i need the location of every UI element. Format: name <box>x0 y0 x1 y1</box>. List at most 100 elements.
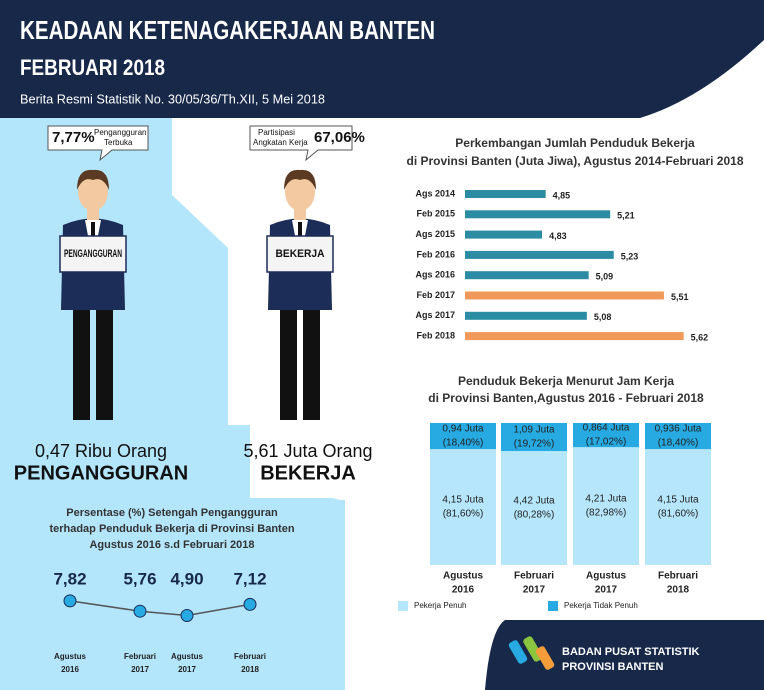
data-label: (81,60%) <box>443 509 484 520</box>
data-label: (81,60%) <box>658 509 699 520</box>
count-label: 0,864 Juta <box>583 423 630 434</box>
legend-swatch <box>398 601 408 611</box>
bar-segment <box>430 449 496 565</box>
chart-title: Persentase (%) Setengah Pengangguran <box>66 507 278 519</box>
chart-title: di Provinsi Banten,Agustus 2016 - Februa… <box>428 391 704 405</box>
point <box>63 594 77 608</box>
x-tick-label: Februari <box>514 571 554 582</box>
leg <box>73 300 90 420</box>
x-tick-label: 2017 <box>595 585 618 596</box>
chart-title: di Provinsi Banten (Juta Jiwa), Agustus … <box>407 154 744 168</box>
bar <box>465 271 589 280</box>
page-title: KEADAAN KETENAGAKERJAAN BANTEN <box>20 15 435 45</box>
data-label: 7,12 <box>233 569 266 588</box>
bar <box>465 311 587 320</box>
legend-label: Pekerja Penuh <box>414 601 466 610</box>
data-label: 5,21 <box>617 211 635 221</box>
data-label: (80,28%) <box>514 510 555 521</box>
count-label: 4,15 Juta <box>442 495 484 506</box>
bubble-label: Partisipasi <box>258 128 295 137</box>
data-label: 4,90 <box>170 569 203 588</box>
x-tick-label: Februari <box>124 652 156 661</box>
data-label: 5,62 <box>691 332 709 342</box>
bubble-value: 7,77% <box>52 129 95 146</box>
x-tick-label: Agustus <box>443 571 483 582</box>
data-label: 5,76 <box>123 569 156 588</box>
y-tick-label: Ags 2016 <box>415 270 455 280</box>
bar-segment <box>430 423 496 450</box>
bar-segment <box>645 449 711 565</box>
point <box>133 604 147 618</box>
data-label: 5,09 <box>596 272 614 282</box>
count-label: 4,15 Juta <box>657 495 699 506</box>
logo-part <box>508 640 528 664</box>
point <box>243 597 257 611</box>
amount: 5,61 Juta Orang <box>243 441 372 461</box>
data-label: 5,51 <box>671 292 689 302</box>
x-tick-label: 2018 <box>241 665 259 674</box>
y-tick-label: Ags 2017 <box>415 310 455 320</box>
data-label: 4,83 <box>549 231 567 241</box>
amount: 0,47 Ribu Orang <box>35 441 167 461</box>
bubble-value: 67,06% <box>314 129 365 146</box>
bubble-label: Terbuka <box>104 138 133 147</box>
leg <box>280 300 297 420</box>
data-label: (18,40%) <box>658 438 699 449</box>
data-label: (17,02%) <box>586 437 627 448</box>
data-label: 4,85 <box>553 190 571 200</box>
bubble-shape <box>249 125 353 162</box>
x-tick-label: 2016 <box>61 665 79 674</box>
hair <box>77 169 109 190</box>
data-label: (82,98%) <box>586 508 627 519</box>
count-label: 0,936 Juta <box>655 424 702 435</box>
data-label: 5,23 <box>621 251 639 261</box>
x-tick-label: Agustus <box>54 652 87 661</box>
data-label: (18,40%) <box>443 438 484 449</box>
bubble-label: Pengangguran <box>94 128 147 137</box>
caption: PENGANGGURAN <box>14 462 188 484</box>
bar <box>465 291 664 300</box>
x-tick-label: 2016 <box>452 585 475 596</box>
data-label: (19,72%) <box>514 439 555 450</box>
chart-title: Penduduk Bekerja Menurut Jam Kerja <box>458 374 674 388</box>
logo-part <box>535 646 555 670</box>
bar-segment <box>573 447 639 565</box>
chart-title: terhadap Penduduk Bekerja di Provinsi Ba… <box>49 523 294 535</box>
caption: BEKERJA <box>260 462 356 484</box>
bar-segment <box>501 423 567 452</box>
header-band <box>0 0 764 118</box>
x-tick-label: 2018 <box>667 585 690 596</box>
data-label: 7,82 <box>53 569 86 588</box>
y-tick-label: Feb 2017 <box>416 290 455 300</box>
bar <box>465 230 543 239</box>
chart-title: Agustus 2016 s.d Februari 2018 <box>89 539 254 551</box>
bubble-label: Angkatan Kerja <box>253 138 308 147</box>
page-subtitle: FEBRUARI 2018 <box>20 55 165 80</box>
reference: Berita Resmi Statistik No. 30/05/36/Th.X… <box>20 91 325 106</box>
legend-label: Pekerja Tidak Penuh <box>564 601 638 610</box>
x-tick-label: Agustus <box>586 571 626 582</box>
y-tick-label: Ags 2014 <box>415 188 455 198</box>
y-tick-label: Feb 2015 <box>416 209 455 219</box>
sign-text: BEKERJA <box>276 248 325 260</box>
x-tick-label: Agustus <box>171 652 204 661</box>
leg <box>96 300 113 420</box>
sign <box>59 235 127 273</box>
bar <box>465 210 611 219</box>
org-region: PROVINSI BANTEN <box>562 661 664 673</box>
x-tick-label: 2017 <box>131 665 149 674</box>
logo <box>508 636 555 670</box>
chart-title: Perkembangan Jumlah Penduduk Bekerja <box>455 136 695 150</box>
head <box>78 173 108 211</box>
neck <box>87 208 99 220</box>
point <box>180 609 194 622</box>
head <box>285 173 315 211</box>
bar-segment <box>573 423 639 448</box>
sign-text: PENGANGGURAN <box>64 248 122 260</box>
data-label: 5,08 <box>594 312 612 322</box>
